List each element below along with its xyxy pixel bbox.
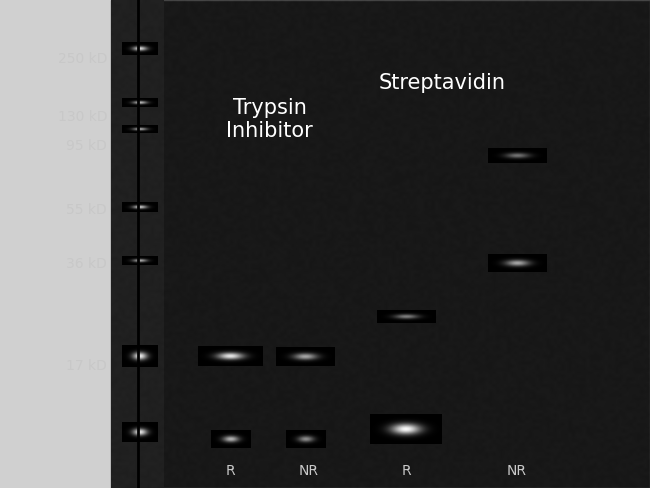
Text: R: R: [226, 464, 235, 478]
Text: 130 kD: 130 kD: [58, 110, 107, 124]
Text: 250 kD: 250 kD: [58, 52, 107, 65]
Text: NR: NR: [507, 464, 526, 478]
Text: Streptavidin: Streptavidin: [378, 73, 506, 93]
Text: 36 kD: 36 kD: [66, 257, 107, 270]
Text: R: R: [402, 464, 411, 478]
Bar: [111, 0, 164, 488]
Bar: [111, 0, 650, 488]
Text: 95 kD: 95 kD: [66, 140, 107, 153]
Text: 17 kD: 17 kD: [66, 359, 107, 373]
Text: NR: NR: [299, 464, 318, 478]
Text: Trypsin
Inhibitor: Trypsin Inhibitor: [226, 98, 313, 141]
Text: 55 kD: 55 kD: [66, 203, 107, 217]
